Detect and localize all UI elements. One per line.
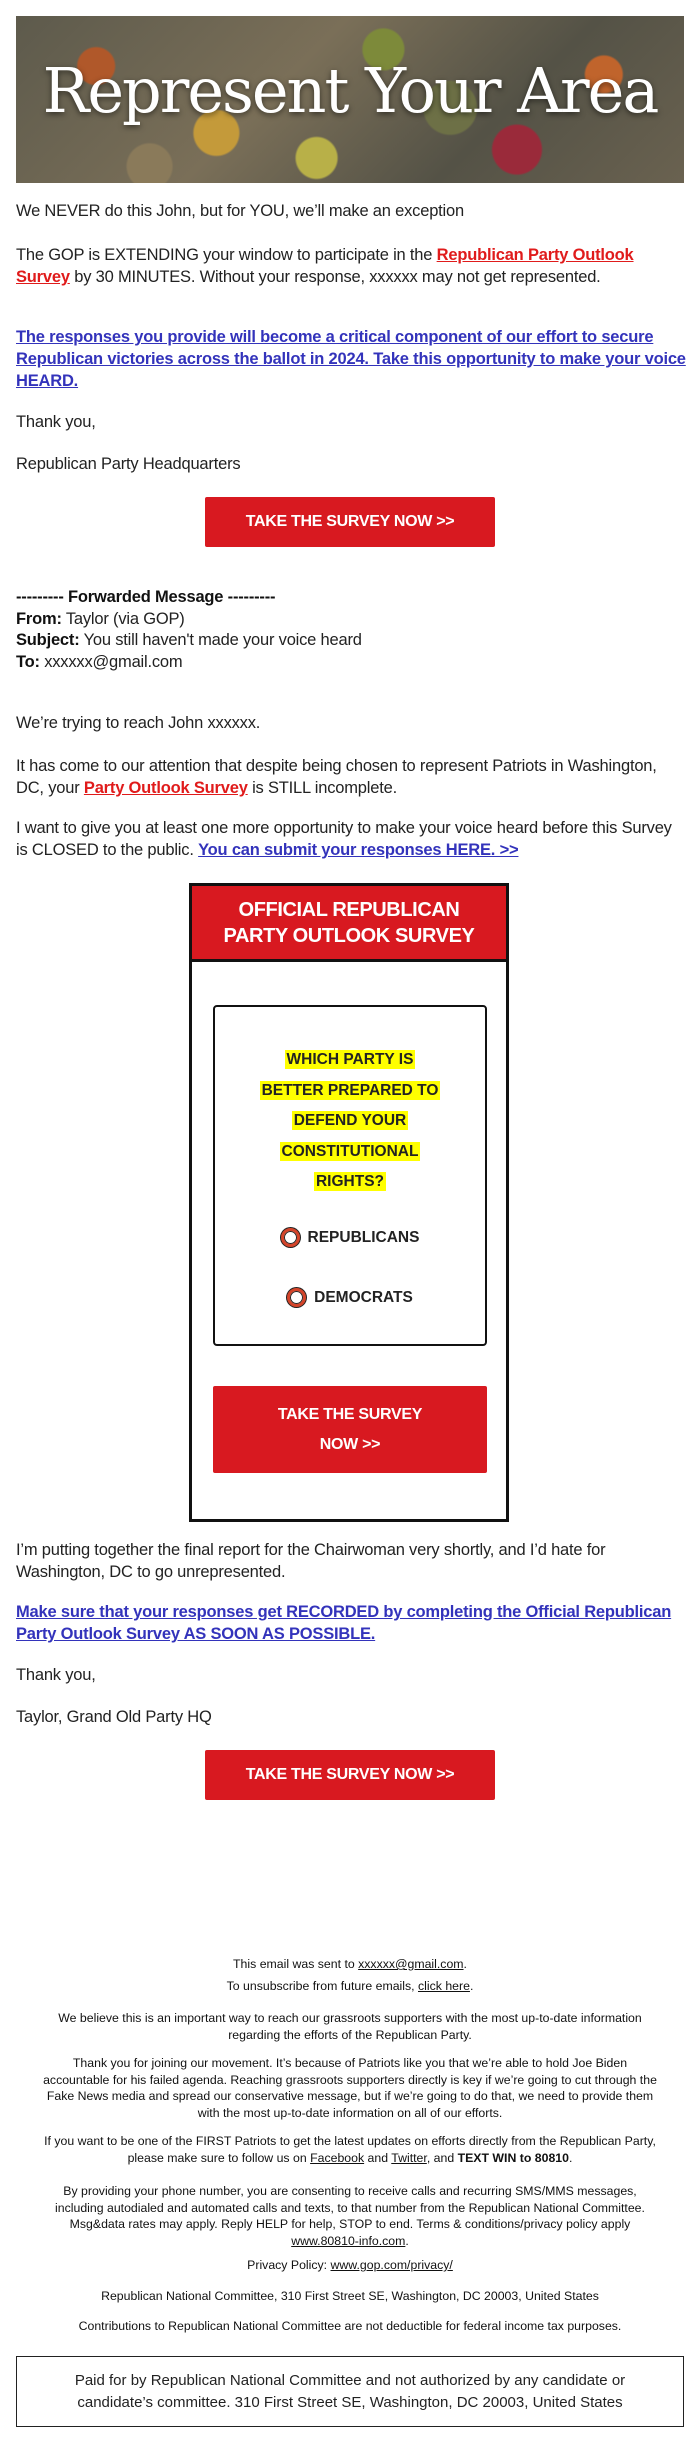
- thanks-text: Thank you,: [16, 413, 96, 431]
- text: .: [405, 2233, 409, 2248]
- intro-paragraph: The GOP is EXTENDING your window to part…: [16, 244, 686, 288]
- signature-text: Republican Party Headquarters: [16, 455, 241, 473]
- text: This email was sent to: [233, 1957, 359, 1971]
- survey-title: OFFICIAL REPUBLICAN: [238, 898, 460, 921]
- question-line: DEFEND YOUR: [291, 1111, 409, 1130]
- from-value: Taylor (via GOP): [61, 609, 185, 628]
- email-link[interactable]: xxxxxx@gmail.com: [358, 1957, 464, 1971]
- responses-link[interactable]: The responses you provide will become a …: [16, 328, 686, 390]
- subject-value: You still haven't made your voice heard: [79, 631, 362, 649]
- body-paragraph: We’re trying to reach John xxxxxx.: [16, 714, 261, 732]
- footer-follow: If you want to be one of the FIRST Patri…: [40, 2133, 660, 2166]
- survey-card[interactable]: OFFICIAL REPUBLICAN PARTY OUTLOOK SURVEY …: [189, 883, 509, 1522]
- party-outlook-survey-link[interactable]: Party Outlook Survey: [83, 779, 248, 797]
- survey-question-box: WHICH PARTY IS BETTER PREPARED TO DEFEND…: [213, 1005, 487, 1346]
- text: To unsubscribe from future emails,: [226, 1978, 418, 1993]
- footer-believe: We believe this is an important way to r…: [58, 2011, 642, 2042]
- body-cta-paragraph: Make sure that your responses get RECORD…: [16, 1601, 686, 1645]
- text: By providing your phone number, you are …: [55, 2184, 645, 2231]
- to-value: xxxxxx@gmail.com: [39, 652, 183, 671]
- text: and: [364, 2150, 392, 2165]
- forwarded-header: --------- Forwarded Message ---------: [16, 588, 276, 606]
- twitter-link[interactable]: Twitter: [391, 2150, 427, 2165]
- submit-responses-link[interactable]: You can submit your responses HERE. >>: [198, 841, 519, 859]
- footer-sms-consent: By providing your phone number, you are …: [40, 2183, 660, 2249]
- take-survey-button[interactable]: TAKE THE SURVEY NOW >>: [205, 497, 495, 547]
- question-line: RIGHTS?: [313, 1172, 387, 1191]
- survey-question: WHICH PARTY IS BETTER PREPARED TO DEFEND…: [215, 1045, 485, 1198]
- body-paragraph: It has come to our attention that despit…: [16, 755, 686, 799]
- unsubscribe-link[interactable]: click here: [418, 1978, 470, 1993]
- question-line: CONSTITUTIONAL: [279, 1141, 421, 1161]
- text: Privacy Policy:: [247, 2258, 331, 2272]
- text-win-label: TEXT WIN to 80810: [457, 2150, 569, 2165]
- option-label: DEMOCRATS: [314, 1288, 413, 1306]
- footer-address: Republican National Committee, 310 First…: [101, 2289, 599, 2303]
- footer-contributions: Contributions to Republican National Com…: [78, 2319, 622, 2333]
- option-republicans[interactable]: REPUBLICANS: [215, 1228, 485, 1247]
- footer-privacy: Privacy Policy: www.gop.com/privacy/: [40, 2257, 660, 2274]
- signature-text: Taylor, Grand Old Party HQ: [16, 1708, 212, 1726]
- button-label: TAKE THE SURVEY: [277, 1405, 423, 1423]
- text: is STILL incomplete.: [247, 779, 397, 797]
- body-paragraph: I want to give you at least one more opp…: [16, 817, 686, 861]
- button-label: NOW >>: [319, 1435, 381, 1453]
- subject-label: Subject:: [16, 631, 80, 649]
- header-banner-image: Represent Your Area: [16, 16, 684, 183]
- text: , and: [426, 2150, 458, 2165]
- take-survey-button-bottom[interactable]: TAKE THE SURVEY NOW >>: [205, 1750, 495, 1800]
- to-label: To:: [16, 652, 40, 671]
- banner-title: Represent Your Area: [42, 54, 660, 127]
- text: .: [469, 1978, 474, 1993]
- question-line: WHICH PARTY IS: [284, 1050, 416, 1069]
- from-label: From:: [16, 609, 62, 628]
- body-paragraph: I’m putting together the final report fo…: [16, 1541, 606, 1581]
- intro-line: We NEVER do this John, but for YOU, we’l…: [16, 202, 464, 220]
- footer-thanks: Thank you for joining our movement. It’s…: [43, 2056, 657, 2120]
- text: The GOP is EXTENDING your window to part…: [16, 246, 437, 264]
- option-label: REPUBLICANS: [307, 1228, 420, 1246]
- text: It has come to our attention that despit…: [16, 757, 657, 797]
- survey-title: PARTY OUTLOOK SURVEY: [223, 924, 475, 947]
- survey-card-header: OFFICIAL REPUBLICAN PARTY OUTLOOK SURVEY: [192, 886, 506, 962]
- forwarded-message-block: --------- Forwarded Message --------- Fr…: [16, 587, 686, 673]
- survey-card-button[interactable]: TAKE THE SURVEY NOW >>: [213, 1386, 487, 1473]
- privacy-link[interactable]: www.gop.com/privacy/: [330, 2258, 453, 2272]
- text: If you want to be one of the FIRST Patri…: [44, 2134, 656, 2165]
- paid-for-disclaimer: Paid for by Republican National Committe…: [16, 2356, 684, 2427]
- radio-icon[interactable]: [287, 1288, 307, 1307]
- survey-link[interactable]: Republican Party Outlook Survey: [16, 246, 634, 286]
- intro-cta-paragraph: The responses you provide will become a …: [16, 326, 686, 392]
- question-line: BETTER PREPARED TO: [259, 1080, 441, 1100]
- thanks-text: Thank you,: [16, 1666, 96, 1684]
- text: by 30 MINUTES. Without your response, xx…: [69, 268, 601, 286]
- paid-for-text: Paid for by Republican National Committe…: [74, 2371, 626, 2411]
- footer-sent-to: This email was sent to xxxxxx@gmail.com.…: [40, 1956, 660, 1994]
- text: .: [568, 2150, 573, 2165]
- radio-icon[interactable]: [280, 1228, 300, 1247]
- facebook-link[interactable]: Facebook: [310, 2150, 365, 2165]
- option-democrats[interactable]: DEMOCRATS: [215, 1288, 485, 1307]
- text: .: [463, 1957, 467, 1971]
- text: I want to give you at least one more opp…: [16, 819, 672, 859]
- sms-info-link[interactable]: www.80810-info.com: [291, 2233, 406, 2248]
- complete-survey-link[interactable]: Make sure that your responses get RECORD…: [16, 1603, 672, 1643]
